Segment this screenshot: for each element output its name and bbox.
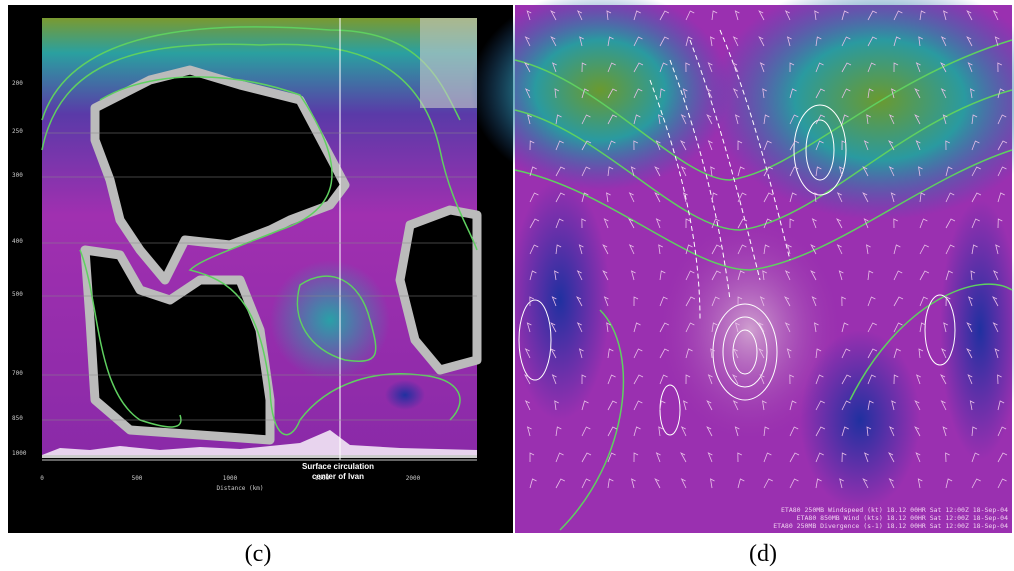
right-panel: ETA80 250MB Windspeed (kt) 18.12 00HR Sa… [470,0,1014,533]
y-tick-label: 500 [12,291,23,298]
field-highlight [385,380,425,410]
y-tick-label: 1000 [12,450,27,457]
x-tick-label: 1000 [223,475,238,482]
y-tick-label: 300 [12,172,23,179]
y-tick-label: 200 [12,80,23,87]
footer-line: ETA80 850MB Wind (kts) 18.12 00HR Sat 12… [797,514,1008,522]
y-tick-label: 850 [12,415,23,422]
field-highlight [800,330,920,510]
field-highlight [270,260,390,380]
page: 2002503004005007008501000 05001000150020… [0,0,1014,571]
y-tick-label: 700 [12,370,23,377]
x-tick-label: 500 [132,475,143,482]
footer-line: ETA80 250MB Divergence (s-1) 18.12 00HR … [773,522,1008,530]
left-panel: 2002503004005007008501000 05001000150020… [8,5,513,533]
x-tick-label: 0 [40,475,44,482]
annotation: Surface circulation [302,462,374,471]
y-tick-label: 400 [12,238,23,245]
x-tick-label: 2000 [406,475,421,482]
x-axis-title: Distance (km) [217,485,264,492]
figure: 2002503004005007008501000 05001000150020… [0,0,1014,571]
inset-map [420,18,477,108]
caption: (c) [245,541,272,567]
y-tick-label: 250 [12,128,23,135]
annotation: center of Ivan [312,472,364,481]
caption: (d) [749,541,777,567]
footer-line: ETA80 250MB Windspeed (kt) 18.12 00HR Sa… [781,506,1008,514]
field-highlight [510,180,610,420]
